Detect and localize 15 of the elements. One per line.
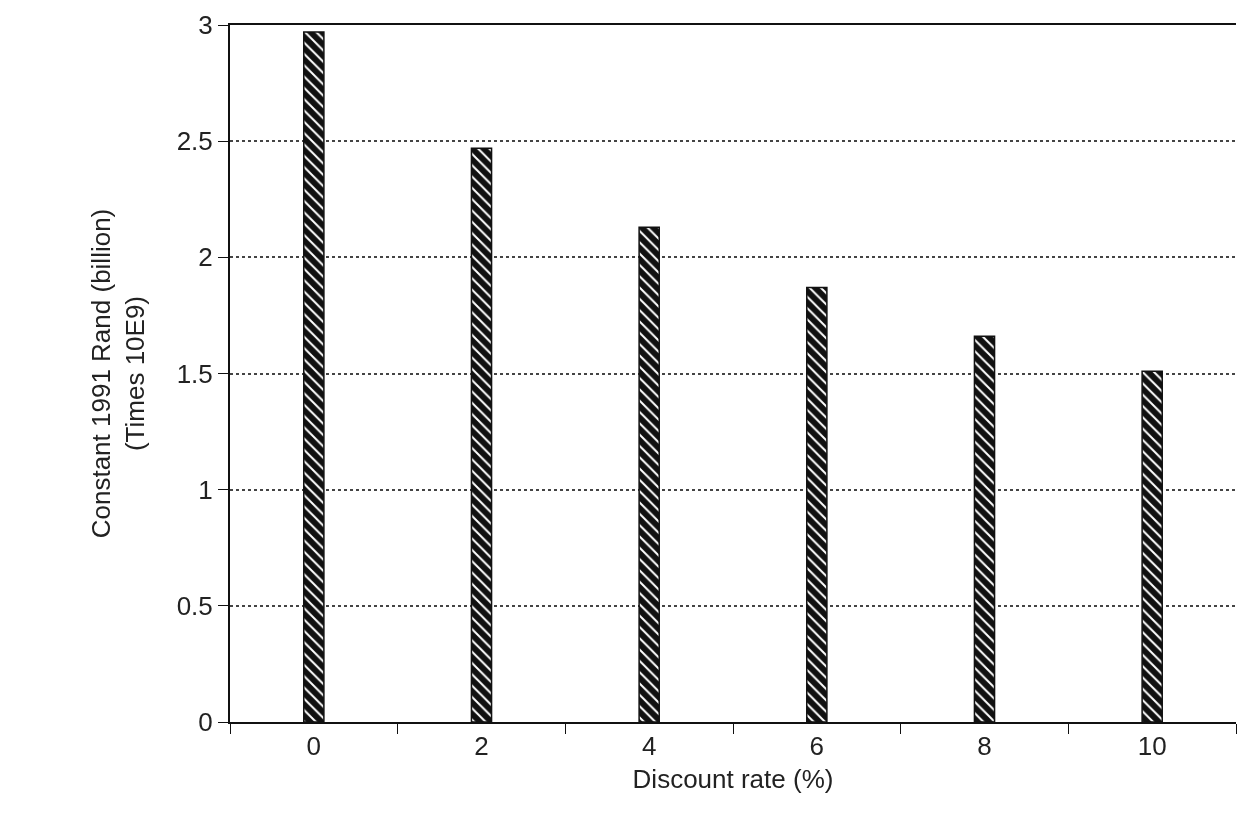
y-tick-label: 1.5 xyxy=(176,358,213,389)
y-tick-label: 1 xyxy=(198,474,213,505)
y-tick-label: 2 xyxy=(198,242,213,273)
x-tick-label: 4 xyxy=(641,731,657,762)
x-tick-label: 8 xyxy=(977,731,992,762)
y-tick-label: 3 xyxy=(198,10,213,41)
y-tick-label: 2.5 xyxy=(176,126,213,157)
x-axis-title: Discount rate (%) xyxy=(632,764,834,795)
y-tick-label: 0.5 xyxy=(176,590,213,621)
x-tick-label: 10 xyxy=(1137,731,1167,762)
x-tick-label: 0 xyxy=(306,731,322,762)
x-tick-label: 6 xyxy=(809,731,825,762)
y-axis-title: Constant 1991 Rand (billion) (Times 10E9) xyxy=(85,208,150,539)
y-tick-label: 0 xyxy=(198,707,213,738)
x-tick-label: 2 xyxy=(474,731,489,762)
